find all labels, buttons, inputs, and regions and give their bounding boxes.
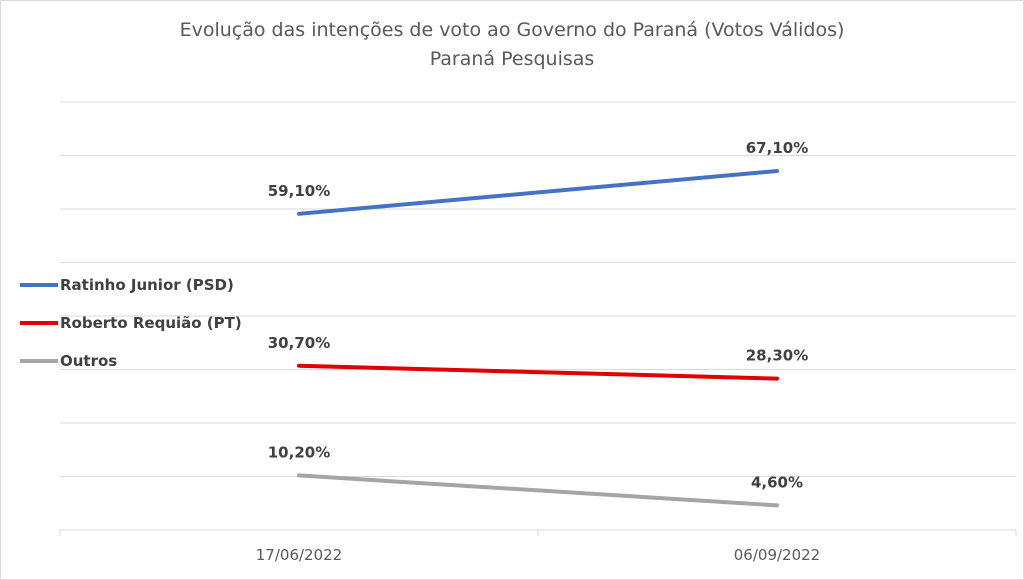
legend-swatch-ratinho bbox=[20, 283, 58, 287]
legend-swatch-requiao bbox=[20, 321, 58, 325]
data-label: 28,30% bbox=[746, 347, 808, 365]
legend-label-ratinho: Ratinho Junior (PSD) bbox=[60, 276, 234, 294]
legend: Ratinho Junior (PSD) Roberto Requião (PT… bbox=[20, 266, 242, 380]
legend-item-ratinho: Ratinho Junior (PSD) bbox=[20, 266, 242, 304]
data-label: 67,10% bbox=[746, 139, 808, 157]
series-line-1 bbox=[297, 363, 779, 381]
legend-label-outros: Outros bbox=[60, 352, 118, 370]
x-tick-label: 06/09/2022 bbox=[734, 546, 820, 564]
series-line-2 bbox=[297, 473, 779, 508]
legend-label-requiao: Roberto Requião (PT) bbox=[60, 314, 242, 332]
chart-title: Evolução das intenções de voto ao Govern… bbox=[179, 19, 845, 41]
data-label: 10,20% bbox=[268, 443, 330, 461]
chart-title-block: Evolução das intenções de voto ao Govern… bbox=[0, 16, 1024, 74]
data-label: 59,10% bbox=[268, 182, 330, 200]
x-tick-label: 17/06/2022 bbox=[256, 546, 342, 564]
legend-item-requiao: Roberto Requião (PT) bbox=[20, 304, 242, 342]
legend-swatch-outros bbox=[20, 359, 58, 363]
legend-item-outros: Outros bbox=[20, 342, 242, 380]
data-label: 4,60% bbox=[751, 473, 803, 491]
chart-subtitle: Paraná Pesquisas bbox=[429, 48, 595, 70]
data-label: 30,70% bbox=[268, 334, 330, 352]
series-line-0 bbox=[297, 169, 779, 216]
